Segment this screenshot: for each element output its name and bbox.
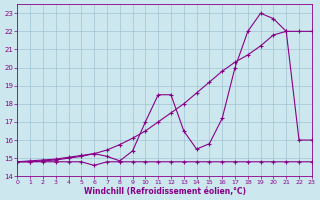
- X-axis label: Windchill (Refroidissement éolien,°C): Windchill (Refroidissement éolien,°C): [84, 187, 245, 196]
